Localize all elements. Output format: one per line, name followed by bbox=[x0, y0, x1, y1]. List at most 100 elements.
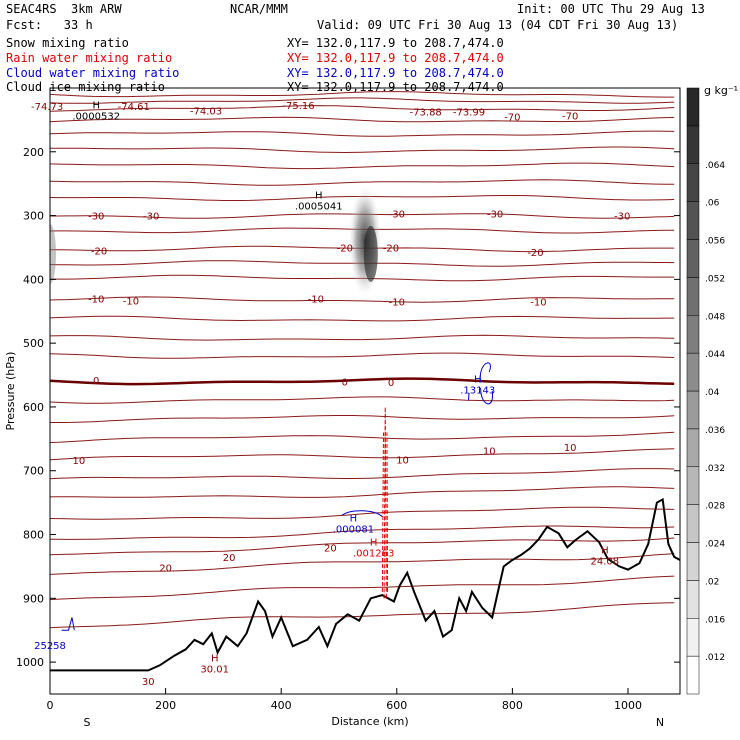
cloud-water-contour-left bbox=[62, 617, 75, 630]
temperature-contour bbox=[50, 469, 674, 479]
temperature-contour-label: -10 bbox=[389, 298, 405, 309]
temperature-contour-label: -30 bbox=[614, 212, 630, 223]
temperature-contour bbox=[50, 379, 674, 385]
temperature-contour bbox=[50, 449, 674, 460]
maximum-value: .0000532 bbox=[72, 111, 120, 122]
y-tick-label: 900 bbox=[23, 592, 44, 605]
temperature-contour bbox=[50, 147, 674, 153]
colorbar-label: .012 bbox=[705, 653, 725, 663]
temperature-contour bbox=[50, 353, 674, 358]
x-tick-label: 400 bbox=[271, 699, 292, 712]
temperature-contour-label: -10 bbox=[308, 295, 324, 306]
colorbar-swatch bbox=[687, 315, 699, 353]
temperature-contour-label: -30 bbox=[389, 210, 405, 221]
temperature-contour-label: -70 bbox=[504, 113, 520, 124]
y-tick-label: 500 bbox=[23, 337, 44, 350]
y-tick-label: 300 bbox=[23, 210, 44, 223]
x-tick-label: 0 bbox=[47, 699, 54, 712]
colorbar-label: .06 bbox=[705, 199, 720, 209]
temperature-contour bbox=[50, 397, 674, 403]
temperature-contour-label: -20 bbox=[527, 248, 543, 259]
colorbar-swatch bbox=[687, 126, 699, 164]
colorbar-swatch bbox=[687, 353, 699, 391]
temperature-contour-label: 10 bbox=[483, 446, 496, 457]
maximum-marker: H bbox=[211, 653, 219, 664]
south-label: S bbox=[84, 716, 91, 729]
temperature-contour-label: -10 bbox=[530, 298, 546, 309]
maximum-value: .13143 bbox=[460, 386, 495, 397]
plot-frame bbox=[50, 88, 680, 694]
colorbar-swatch bbox=[687, 202, 699, 240]
colorbar-label: .052 bbox=[705, 274, 725, 284]
temperature-contour-label: 10 bbox=[396, 455, 409, 466]
temperature-contour bbox=[50, 507, 674, 519]
colorbar-label: .04 bbox=[705, 388, 720, 398]
temperature-contour bbox=[50, 92, 674, 98]
temperature-contour bbox=[50, 297, 674, 302]
temperature-contour-label: 30 bbox=[142, 677, 155, 688]
temperature-contour-label: -20 bbox=[383, 243, 399, 254]
x-tick-label: 1000 bbox=[614, 699, 642, 712]
temperature-contour-label: -73.99 bbox=[453, 108, 485, 119]
temperature-contour bbox=[50, 131, 674, 136]
temperature-contour-label: 0 bbox=[388, 378, 394, 389]
maximum-value: .001263 bbox=[353, 548, 394, 559]
temperature-contour bbox=[50, 180, 674, 186]
y-axis-title: Pressure (hPa) bbox=[4, 352, 17, 431]
x-tick-label: 800 bbox=[502, 699, 523, 712]
colorbar-swatch bbox=[687, 164, 699, 202]
temperature-contour-label: -10 bbox=[123, 296, 139, 307]
y-tick-label: 600 bbox=[23, 401, 44, 414]
temperature-contour-label: 0 bbox=[342, 377, 348, 388]
colorbar-label: .032 bbox=[705, 464, 725, 474]
temperature-contour-label: -30 bbox=[143, 212, 159, 223]
colorbar-label: .064 bbox=[705, 161, 725, 171]
maximum-value: 30.01 bbox=[200, 664, 229, 675]
x-tick-label: 600 bbox=[386, 699, 407, 712]
colorbar-swatch bbox=[687, 240, 699, 278]
maximum-value: .000081 bbox=[333, 525, 374, 536]
temperature-contour-label: -74.73 bbox=[31, 102, 63, 113]
colorbar-swatch bbox=[687, 580, 699, 618]
colorbar-label: .048 bbox=[705, 312, 725, 322]
colorbar-label: .024 bbox=[705, 540, 725, 550]
colorbar-label: .028 bbox=[705, 502, 725, 512]
temperature-contour-label: 20 bbox=[159, 564, 172, 575]
colorbar-unit: g kg⁻¹ bbox=[704, 84, 738, 97]
maximum-marker: H bbox=[92, 100, 100, 111]
colorbar-swatch bbox=[687, 467, 699, 505]
maximum-marker: H bbox=[370, 537, 378, 548]
maximum-value: .0005041 bbox=[295, 201, 343, 212]
temperature-contour-label: 0 bbox=[93, 376, 99, 387]
temperature-contour bbox=[50, 163, 674, 169]
temperature-contour-label: -73.88 bbox=[410, 108, 442, 119]
colorbar-swatch bbox=[687, 429, 699, 467]
colorbar-swatch bbox=[687, 505, 699, 543]
maximum-marker: H bbox=[474, 375, 482, 386]
y-tick-label: 200 bbox=[23, 146, 44, 159]
temperature-contour bbox=[50, 117, 674, 122]
temperature-contour-label: -10 bbox=[88, 295, 104, 306]
temperature-contour bbox=[50, 487, 674, 498]
colorbar-label: .016 bbox=[705, 615, 725, 625]
temperature-contour bbox=[50, 432, 674, 442]
temperature-contour-label: -74.03 bbox=[190, 106, 222, 117]
temperature-contour-label: -75.16 bbox=[282, 101, 314, 112]
rain-water-contour bbox=[384, 407, 386, 598]
temperature-contour-label: -70 bbox=[562, 111, 578, 122]
colorbar-label: .044 bbox=[705, 350, 725, 360]
temperature-contour-label: 20 bbox=[223, 553, 236, 564]
temperature-contour-label: -20 bbox=[91, 247, 107, 258]
north-label: N bbox=[656, 716, 664, 729]
y-tick-label: 800 bbox=[23, 529, 44, 542]
maximum-marker: H bbox=[315, 190, 323, 201]
y-tick-label: 1000 bbox=[16, 656, 44, 669]
temperature-contour-label: -74.61 bbox=[118, 102, 150, 113]
maximum-value: 24.08 bbox=[591, 557, 620, 568]
maximum-marker: H bbox=[601, 546, 609, 557]
colorbar-swatch bbox=[687, 543, 699, 581]
colorbar-label: .056 bbox=[705, 237, 725, 247]
x-axis-title: Distance (km) bbox=[331, 715, 408, 728]
temperature-contour bbox=[50, 576, 674, 600]
